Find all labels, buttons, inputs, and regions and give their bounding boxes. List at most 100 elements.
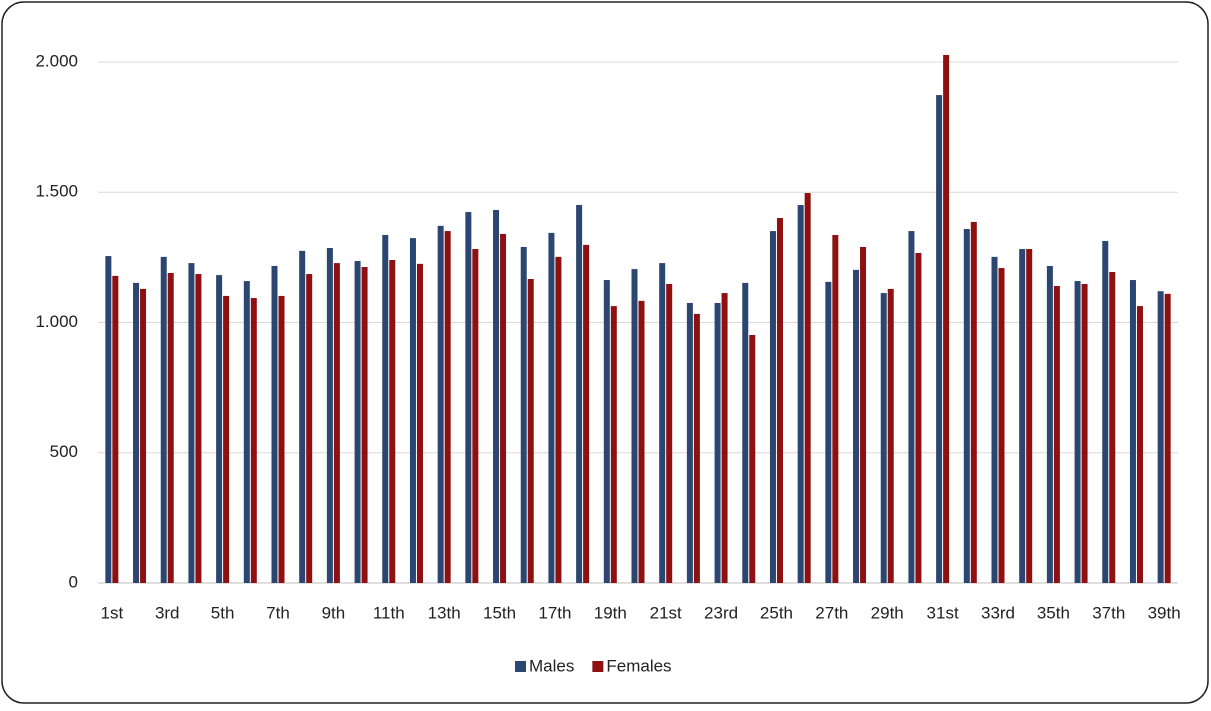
bar: [437, 225, 444, 584]
bar: [382, 234, 389, 584]
bar: [638, 300, 645, 583]
x-tick-label: 25th: [760, 603, 793, 622]
bar: [860, 246, 867, 583]
bar: [520, 246, 527, 583]
x-tick-label: 23rd: [704, 603, 738, 622]
bar: [133, 282, 140, 583]
x-tick-label: 7th: [266, 603, 290, 622]
bar: [666, 283, 673, 583]
bar: [188, 263, 195, 583]
x-tick-label: 27th: [815, 603, 848, 622]
bar: [1157, 291, 1164, 583]
x-tick-label: 21st: [650, 603, 682, 622]
x-tick-label: 31st: [927, 603, 959, 622]
x-tick-label: 17th: [538, 603, 571, 622]
bar: [970, 221, 977, 583]
bar: [216, 275, 223, 583]
bar: [1136, 306, 1143, 583]
bar: [271, 265, 278, 583]
x-tick-label: 15th: [483, 603, 516, 622]
bar: [853, 269, 860, 583]
bar: [721, 293, 728, 583]
bar: [243, 281, 250, 583]
bar: [1102, 240, 1109, 583]
y-tick-label: 0: [69, 572, 78, 591]
bar: [936, 95, 943, 584]
bar: [112, 275, 119, 583]
x-tick-label: 13th: [428, 603, 461, 622]
bar: [769, 231, 776, 583]
bar: [742, 282, 749, 583]
bar: [333, 263, 340, 583]
legend-label: Females: [606, 656, 671, 675]
bar: [832, 234, 839, 584]
bar: [714, 302, 721, 583]
x-tick-label: 37th: [1092, 603, 1125, 622]
bar: [603, 280, 610, 583]
bar: [527, 278, 534, 583]
bar: [576, 205, 583, 583]
bar: [797, 205, 804, 583]
x-tick-label: 29th: [871, 603, 904, 622]
bar: [354, 261, 361, 583]
bar: [1109, 271, 1116, 583]
y-tick-label: 500: [50, 442, 78, 461]
bar: [610, 306, 617, 583]
bar: [1164, 293, 1171, 583]
bar: [887, 288, 894, 583]
bar: [306, 274, 313, 583]
legend-swatch: [515, 661, 526, 672]
bar: [1046, 265, 1053, 583]
bar: [223, 295, 230, 583]
bar: [250, 298, 257, 583]
x-tick-label: 5th: [211, 603, 235, 622]
x-tick-label: 3rd: [155, 603, 180, 622]
bar: [915, 252, 922, 583]
bar: [195, 274, 202, 583]
bar: [880, 293, 887, 583]
bar: [493, 209, 500, 584]
bar: [1019, 249, 1026, 583]
bar: [500, 233, 507, 583]
x-tick-label: 33rd: [981, 603, 1015, 622]
bar: [1129, 280, 1136, 583]
bar: [1074, 281, 1081, 583]
bar: [548, 232, 555, 583]
y-tick-label: 1.500: [35, 182, 78, 201]
bar: [659, 263, 666, 583]
bar: [991, 256, 998, 583]
x-tick-label: 1st: [101, 603, 124, 622]
bar: [167, 273, 174, 583]
bar: [299, 250, 306, 584]
bar: [776, 218, 783, 584]
y-tick-label: 2.000: [35, 51, 78, 70]
bar: [1026, 249, 1033, 583]
bar: [416, 263, 423, 583]
bar: [998, 268, 1005, 583]
bar: [160, 256, 167, 583]
bar: [409, 238, 416, 583]
x-tick-label: 39th: [1148, 603, 1181, 622]
bar: [804, 193, 811, 583]
bar: [963, 228, 970, 583]
bar: [1081, 283, 1088, 583]
x-tick-label: 35th: [1037, 603, 1070, 622]
bar: [472, 249, 479, 583]
bar: [1053, 286, 1060, 583]
x-tick-label: 9th: [322, 603, 346, 622]
x-tick-label: 11th: [373, 603, 405, 622]
y-tick-label: 1.000: [35, 312, 78, 331]
bar: [278, 295, 285, 583]
legend-label: Males: [529, 656, 574, 675]
bar: [908, 231, 915, 583]
bar: [943, 54, 950, 584]
bar: [105, 256, 112, 583]
bar: [361, 267, 368, 583]
bar: [140, 288, 147, 583]
bar: [686, 302, 693, 583]
legend-swatch: [592, 661, 604, 672]
bar: [326, 247, 333, 583]
bar: [583, 244, 590, 583]
bar: [389, 259, 396, 583]
